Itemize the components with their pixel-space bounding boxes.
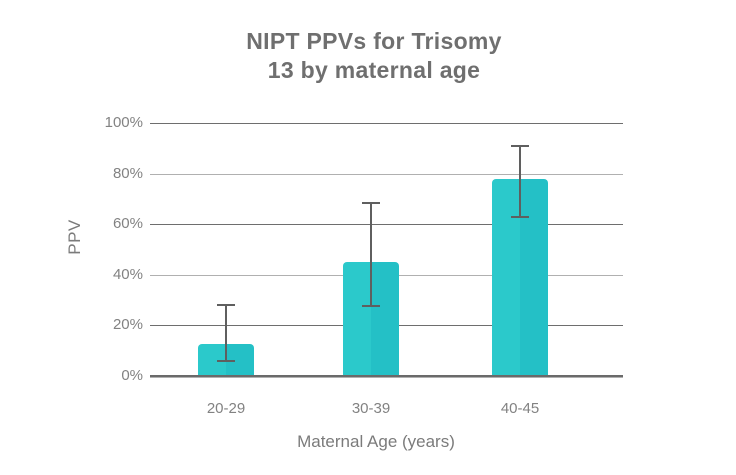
x-tick-label: 40-45 <box>500 400 540 417</box>
y-tick-label: 40% <box>112 265 143 283</box>
error-bar-line <box>370 202 372 307</box>
chart-title-line-1: NIPT PPVs for Trisomy <box>246 28 502 54</box>
error-bar-cap-top <box>511 144 529 147</box>
gridline-80% <box>150 173 623 175</box>
x-axis-title: Maternal Age (years) <box>297 432 455 451</box>
x-axis-line <box>150 375 623 377</box>
error-bar-cap-top <box>362 201 380 204</box>
y-tick-label: 80% <box>112 164 143 182</box>
y-tick-label: 60% <box>112 215 143 233</box>
x-tick-label: 20-29 <box>206 400 246 417</box>
y-tick-label: 20% <box>112 316 143 334</box>
y-tick-label: 100% <box>104 114 143 132</box>
chart-title-line-2: 13 by maternal age <box>267 57 481 83</box>
chart-title: NIPT PPVs for Trisomy 13 by maternal age <box>56 27 692 85</box>
error-bar-line <box>519 145 521 217</box>
error-bar-cap-bottom <box>217 359 235 362</box>
error-bar-cap-bottom <box>362 305 380 308</box>
x-tick-label: 30-39 <box>351 400 391 417</box>
y-tick-label: 0% <box>121 367 143 385</box>
error-bar-cap-top <box>217 304 235 307</box>
gridline-100% <box>150 123 623 124</box>
error-bar-cap-bottom <box>511 215 529 218</box>
error-bar-line <box>225 305 227 361</box>
gridline-60% <box>150 224 623 226</box>
x-axis-line-shadow <box>150 377 623 378</box>
